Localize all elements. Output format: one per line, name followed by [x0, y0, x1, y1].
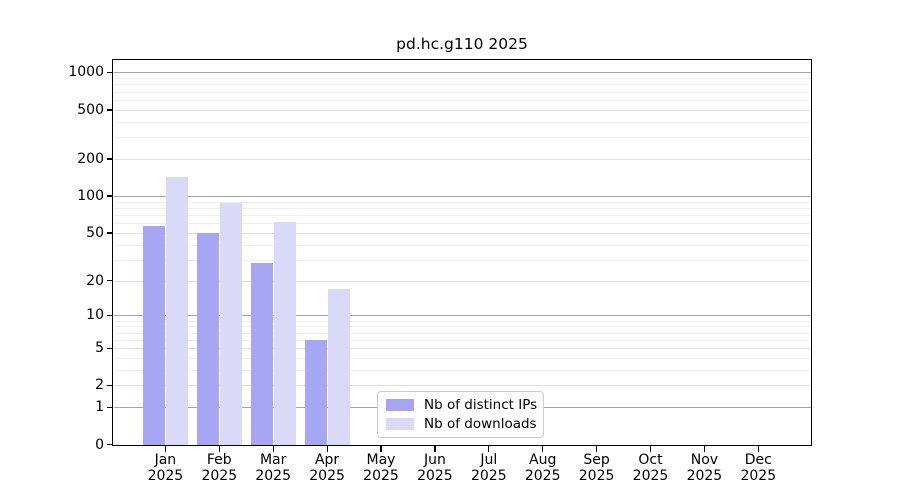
- gridline-major: [113, 280, 811, 282]
- y-tick-label: 10: [86, 307, 104, 324]
- gridline-minor: [113, 244, 811, 246]
- y-tick: [107, 195, 113, 197]
- x-tick: [596, 446, 598, 452]
- bar-distinct-ips: [196, 232, 219, 445]
- gridline-minor: [113, 91, 811, 93]
- bar-downloads: [165, 177, 188, 445]
- legend-label-distinct-ips: Nb of distinct IPs: [424, 397, 538, 413]
- gridline-minor: [113, 121, 811, 123]
- gridline-minor: [113, 357, 811, 359]
- gridline-major: [113, 109, 811, 111]
- legend-item-downloads: Nb of downloads: [386, 416, 537, 432]
- y-tick: [107, 406, 113, 408]
- x-tick-label: Oct 2025: [632, 452, 669, 484]
- gridline-minor: [113, 137, 811, 139]
- x-tick: [757, 446, 759, 452]
- y-tick: [107, 280, 113, 282]
- y-tick-label: 5: [95, 340, 104, 356]
- bar-downloads: [327, 288, 350, 445]
- legend-label-downloads: Nb of downloads: [424, 416, 537, 432]
- x-tick-label: May 2025: [363, 452, 399, 484]
- x-tick: [434, 446, 436, 452]
- y-tick: [107, 347, 113, 349]
- gridline-minor: [113, 99, 811, 101]
- y-tick: [107, 384, 113, 387]
- gridline-minor: [113, 326, 811, 328]
- gridline-minor: [113, 369, 811, 371]
- chart-title: pd.hc.g110 2025: [396, 35, 528, 53]
- x-tick-label: Dec 2025: [740, 452, 777, 484]
- gridline-major: [113, 385, 811, 387]
- gridline-minor: [113, 339, 811, 341]
- x-tick: [272, 446, 274, 452]
- bar-distinct-ips: [250, 263, 273, 445]
- x-tick-label: Nov 2025: [686, 452, 723, 484]
- gridline-minor: [113, 201, 811, 203]
- y-tick-label: 20: [86, 272, 104, 289]
- gridline-major: [113, 315, 811, 317]
- x-tick-label: Mar 2025: [255, 452, 291, 484]
- x-tick: [703, 446, 706, 452]
- x-tick-label: Apr 2025: [309, 452, 345, 484]
- gridline-major: [113, 232, 811, 234]
- gridline-major: [113, 158, 811, 160]
- x-tick: [542, 446, 544, 452]
- y-tick-label: 50: [86, 224, 104, 241]
- gridline-minor: [113, 223, 811, 225]
- gridline-minor: [113, 78, 811, 80]
- bar-distinct-ips: [142, 225, 165, 445]
- y-tick: [107, 158, 113, 160]
- gridline-minor: [113, 259, 811, 261]
- y-tick: [107, 444, 113, 446]
- bar-downloads: [273, 222, 296, 445]
- legend-swatch-downloads: [386, 418, 414, 430]
- gridline-minor: [113, 214, 811, 216]
- y-tick-label: 1000: [68, 64, 104, 81]
- x-tick: [649, 446, 652, 452]
- y-tick-label: 1: [95, 399, 104, 416]
- gridline-minor: [113, 84, 811, 86]
- legend-swatch-distinct-ips: [386, 399, 414, 411]
- gridline-major: [113, 72, 811, 74]
- x-tick-label: Jul 2025: [470, 452, 507, 484]
- y-tick: [107, 314, 113, 317]
- y-tick-label: 100: [77, 187, 104, 204]
- gridline-minor: [113, 207, 811, 209]
- legend: Nb of distinct IPs Nb of downloads: [377, 391, 544, 438]
- x-tick: [488, 446, 490, 452]
- x-tick: [380, 446, 382, 452]
- gridline-minor: [113, 320, 811, 322]
- legend-item-distinct-ips: Nb of distinct IPs: [386, 397, 538, 413]
- y-tick-label: 2: [95, 377, 104, 394]
- bar-distinct-ips: [304, 339, 327, 445]
- y-tick-label: 200: [77, 150, 104, 167]
- x-tick-label: Jun 2025: [417, 452, 453, 484]
- x-tick-label: Jan 2025: [147, 452, 184, 484]
- x-tick-label: Feb 2025: [201, 452, 238, 484]
- gridline-major: [113, 348, 811, 349]
- y-tick: [107, 71, 113, 74]
- y-tick: [107, 109, 113, 111]
- x-tick: [218, 446, 220, 452]
- gridline-major: [113, 195, 811, 197]
- y-tick-label: 0: [95, 436, 104, 453]
- bar-downloads: [219, 202, 242, 445]
- gridline-minor: [113, 332, 811, 334]
- x-tick: [326, 446, 328, 452]
- y-tick-label: 500: [77, 101, 104, 118]
- x-tick-label: Aug 2025: [524, 452, 561, 484]
- y-tick: [107, 232, 113, 234]
- x-tick-label: Sep 2025: [578, 452, 615, 484]
- x-tick: [164, 446, 167, 452]
